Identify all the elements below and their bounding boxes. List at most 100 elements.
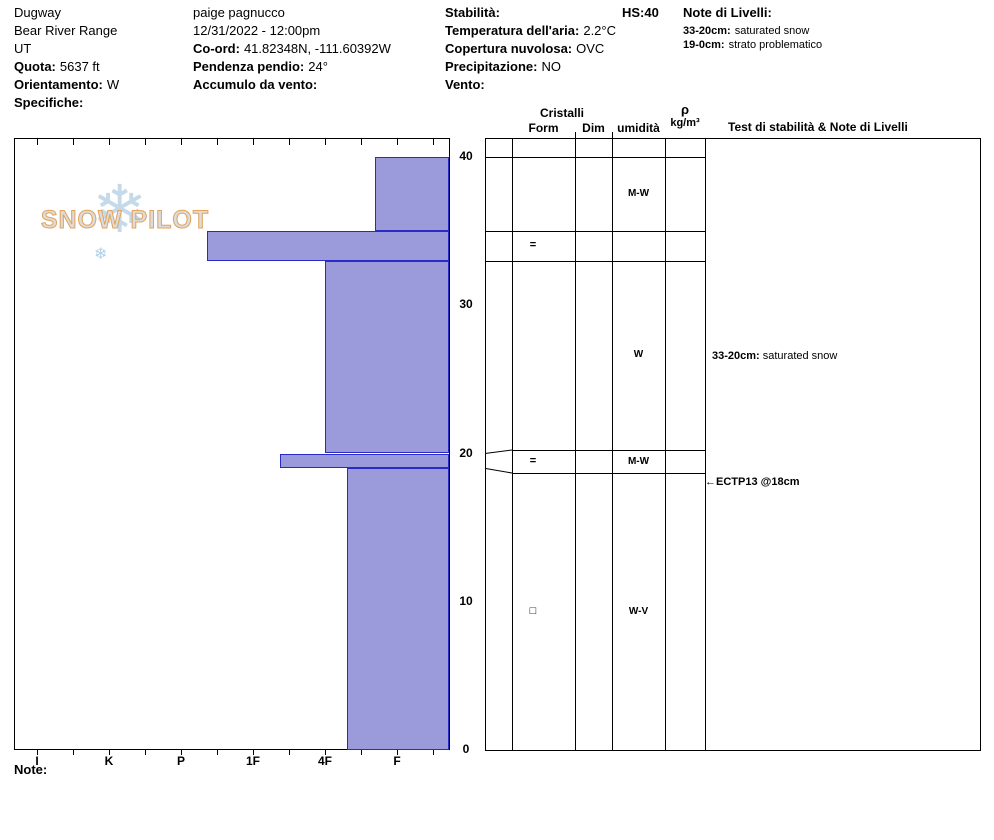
snow-layer-bar (325, 260, 449, 454)
axis-tick-top (109, 139, 110, 145)
axis-tick-bottom (253, 750, 254, 755)
table-row-line (485, 260, 705, 262)
wind-loading-label: Accumulo da vento: (193, 77, 318, 92)
axis-tick-top (397, 139, 398, 145)
moisture-column-header: umidità (617, 121, 660, 135)
table-header-tick (575, 132, 576, 138)
table-grid-vline (485, 138, 486, 750)
table-row-line (485, 231, 705, 233)
axis-tick-bottom (325, 750, 326, 755)
hs-value: HS:40 (622, 5, 659, 20)
axis-tick-bottom (217, 750, 218, 755)
snow-layer-bar (346, 468, 449, 750)
layer-note-line: 33-20cm: saturated snow (683, 25, 809, 37)
axis-tick-top (145, 139, 146, 145)
snowflake-icon: ❄ (92, 172, 148, 246)
axis-tick-bottom (433, 750, 434, 755)
table-grid-vline (665, 138, 666, 750)
depth-axis-label: 20 (459, 445, 473, 460)
depth-axis-label: 30 (459, 297, 473, 312)
snowflake-small-icon: ❄ (94, 246, 108, 263)
grain-form-symbol: = (529, 454, 537, 467)
stability-test-note: ←ECTP13 @18cm (705, 476, 800, 489)
axis-tick-bottom (289, 750, 290, 755)
axis-tick-top (181, 139, 182, 145)
hardness-axis-label: P (176, 754, 185, 768)
axis-tick-bottom (37, 750, 38, 755)
row-connector-line (484, 449, 513, 454)
layer-note-text: strato problematico (728, 39, 823, 51)
density-unit-header: kg/m³ (670, 117, 700, 129)
snow-layer-bar (206, 231, 449, 261)
hardness-chart-box (14, 138, 450, 750)
axis-tick-bottom (361, 750, 362, 755)
table-grid-vline (575, 138, 576, 750)
density-symbol-header: ρ (680, 102, 690, 117)
table-grid-hline (485, 750, 981, 751)
precip-label: Precipitazione: (445, 59, 538, 74)
hardness-axis-label: K (104, 754, 114, 768)
snow-layer-bar (280, 453, 449, 469)
table-grid-vline (980, 138, 981, 750)
depth-axis-label: 10 (459, 593, 473, 608)
stability-tests-header: Test di stabilità & Note di Livelli (728, 120, 908, 134)
coordinates-value: 41.82348N, -111.60392W (243, 41, 391, 56)
state-name: UT (14, 41, 32, 56)
axis-tick-top (361, 139, 362, 145)
footer-note-label: Note: (14, 762, 48, 777)
table-grid-vline (705, 138, 706, 750)
table-grid-vline (512, 138, 513, 750)
layer-note-range: 19-0cm: (683, 39, 725, 51)
specs-label: Specifiche: (14, 95, 84, 110)
axis-tick-bottom (109, 750, 110, 755)
axis-tick-top (217, 139, 218, 145)
depth-axis-label: 0 (462, 742, 470, 756)
table-row-line (512, 450, 705, 451)
crystals-group-header: Cristalli (539, 106, 584, 120)
sky-cover-value: OVC (576, 41, 605, 56)
layer-notes-title: Note di Livelli: (683, 5, 772, 20)
moisture-value: W-V (628, 605, 649, 617)
snowpilot-logo: ❄ ❄ SNOW PILOT (40, 176, 210, 282)
site-name: Dugway (14, 5, 61, 20)
sky-cover-label: Copertura nuvolosa: (445, 41, 573, 56)
axis-tick-bottom (73, 750, 74, 755)
moisture-value: M-W (627, 188, 650, 200)
hardness-axis-label: I (35, 754, 39, 768)
axis-tick-bottom (145, 750, 146, 755)
slope-angle-line: Pendenza pendio: 24° (193, 59, 328, 75)
snow-layer-bar (375, 157, 449, 232)
aspect-line: Orientamento: W (14, 77, 119, 93)
air-temp-line: Temperatura dell'aria: 2.2°C (445, 23, 616, 39)
table-row-line (485, 157, 705, 158)
sky-cover-line: Copertura nuvolosa: OVC (445, 41, 604, 57)
moisture-value: W (633, 349, 644, 361)
hardness-axis-label: 4F (317, 754, 332, 768)
aspect-label: Orientamento: (14, 77, 103, 92)
elevation-value: 5637 ft (59, 59, 100, 74)
dim-column-header: Dim (582, 121, 605, 135)
grain-form-symbol: □ (529, 604, 537, 617)
table-row-line (512, 473, 705, 474)
axis-tick-top (37, 139, 38, 145)
layer-note-range: 33-20cm: (683, 25, 731, 37)
coordinates-label: Co-ord: (193, 41, 240, 56)
aspect-value: W (106, 77, 120, 92)
range-name: Bear River Range (14, 23, 118, 38)
table-grid-vline (612, 138, 613, 750)
air-temp-value: 2.2°C (583, 23, 617, 38)
axis-tick-bottom (397, 750, 398, 755)
axis-tick-top (253, 139, 254, 145)
panel-layer-note: 33-20cm: saturated snow (712, 350, 838, 363)
table-header-tick (612, 132, 613, 138)
layer-note-text: saturated snow (734, 25, 810, 37)
wind-label: Vento: (445, 77, 485, 92)
stability-label: Stabilità: (445, 5, 500, 20)
watermark-text: SNOW PILOT (40, 206, 210, 235)
moisture-value: M-W (627, 455, 650, 467)
air-temp-label: Temperatura dell'aria: (445, 23, 580, 38)
table-grid-hline (485, 138, 981, 139)
axis-tick-top (289, 139, 290, 145)
slope-angle-label: Pendenza pendio: (193, 59, 305, 74)
